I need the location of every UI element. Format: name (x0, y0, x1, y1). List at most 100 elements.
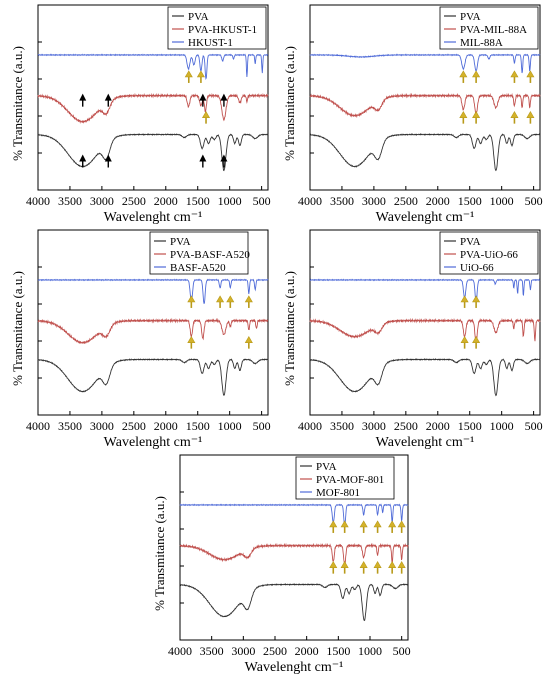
x-tick-label: 500 (525, 419, 543, 433)
pva-spectrum (179, 582, 408, 622)
peak-arrow (472, 336, 481, 349)
pva-spectrum (37, 358, 269, 396)
peak-arrow (340, 561, 349, 574)
peak-arrow (397, 520, 406, 533)
legend-label: PVA (188, 11, 209, 23)
peak-arrow (510, 111, 519, 124)
x-tick-label: 3000 (90, 419, 114, 433)
x-tick-label: 1500 (326, 644, 350, 658)
x-tick-label: 1000 (218, 194, 242, 208)
peak-arrow (460, 336, 469, 349)
plot-frame (309, 229, 541, 416)
peak-arrow (459, 70, 468, 83)
legend-label: PVA (460, 11, 481, 23)
legend-label: PVA-MOF-801 (316, 474, 384, 486)
legend-label: PVA-MIL-88A (460, 24, 527, 36)
peak-arrow-black (104, 154, 112, 168)
x-axis-label: Wavelenght cm⁻¹ (104, 435, 203, 450)
peak-arrow (373, 561, 382, 574)
peak-arrow (340, 520, 349, 533)
x-tick-label: 1500 (186, 194, 210, 208)
pva-spectrum (309, 132, 541, 172)
x-tick-label: 4000 (26, 194, 50, 208)
mof-spectrum (309, 278, 541, 304)
peak-arrow (187, 295, 196, 308)
y-axis-label: % Transmitance (a.u.) (282, 271, 297, 386)
x-tick-label: 2000 (426, 419, 450, 433)
y-axis-label: % Transmitance (a.u.) (282, 46, 297, 161)
peak-arrow-black (79, 154, 87, 168)
peak-arrow (196, 70, 205, 83)
x-tick-label: 4000 (298, 194, 322, 208)
peak-arrow (329, 520, 338, 533)
peak-arrow (244, 295, 253, 308)
x-tick-label: 3500 (58, 194, 82, 208)
x-tick-label: 3500 (58, 419, 82, 433)
x-tick-label: 500 (253, 419, 271, 433)
plot-frame (37, 4, 269, 191)
legend-label: PVA-BASF-A520 (170, 249, 250, 261)
mof-spectrum (309, 53, 541, 74)
chart-panel-4: 4000 3500 3000 2500 2000 1500 1000 500 Wavelengh… (282, 229, 543, 450)
legend-label: PVA-UiO-66 (460, 249, 518, 261)
peak-arrow (329, 561, 338, 574)
legend-label: UiO-66 (460, 262, 494, 274)
peak-arrow-black (220, 154, 228, 168)
mof-spectrum (37, 53, 269, 80)
legend-label: PVA (170, 236, 191, 248)
peak-arrow-black (199, 154, 207, 168)
composite-spectrum (179, 542, 409, 567)
legend-label: PVA-HKUST-1 (188, 24, 257, 36)
x-tick-label: 3500 (200, 644, 224, 658)
x-tick-label: 2500 (394, 419, 418, 433)
pva-spectrum (309, 357, 541, 397)
x-axis-label: Wavelenght cm⁻¹ (245, 660, 344, 675)
x-axis-label: Wavelenght cm⁻¹ (104, 210, 203, 225)
peak-arrow (472, 111, 481, 124)
x-tick-label: 500 (253, 194, 271, 208)
composite-spectrum (309, 92, 541, 119)
y-axis-label: % Transmitance (a.u.) (10, 46, 25, 161)
peak-arrow (388, 561, 397, 574)
chart-panel-1: 4000 3500 3000 2500 2000 1500 1000 500 Wavelengh… (10, 4, 271, 225)
x-tick-label: 4000 (298, 419, 322, 433)
peak-arrow (359, 520, 368, 533)
legend-label: HKUST-1 (188, 37, 233, 49)
x-tick-label: 500 (393, 644, 411, 658)
legend-label: PVA (460, 236, 481, 248)
peak-arrow (359, 561, 368, 574)
x-tick-label: 3500 (330, 419, 354, 433)
x-tick-label: 3500 (330, 194, 354, 208)
peak-arrow (397, 561, 406, 574)
peak-arrow-black (104, 93, 112, 107)
peak-arrow (373, 520, 382, 533)
x-tick-label: 2500 (263, 644, 287, 658)
peak-arrow (202, 111, 211, 124)
x-tick-label: 1500 (186, 419, 210, 433)
composite-spectrum (37, 317, 269, 344)
x-tick-label: 1000 (218, 419, 242, 433)
legend-label: MOF-801 (316, 487, 360, 499)
x-tick-label: 3000 (362, 419, 386, 433)
pva-spectrum (37, 133, 269, 172)
x-tick-label: 3000 (231, 644, 255, 658)
peak-arrow (526, 70, 535, 83)
x-tick-label: 2000 (154, 194, 178, 208)
chart-panel-2: 4000 3500 3000 2500 2000 1500 1000 500 Wavelengh… (282, 4, 543, 225)
y-axis-label: % Transmitance (a.u.) (10, 271, 25, 386)
peak-arrow (459, 111, 468, 124)
x-tick-label: 500 (525, 194, 543, 208)
peak-arrow (526, 111, 535, 124)
plot-frame (37, 229, 269, 416)
peak-arrow (472, 295, 481, 308)
peak-arrow (226, 295, 235, 308)
x-tick-label: 1500 (458, 194, 482, 208)
peak-arrow (388, 520, 397, 533)
peak-arrow-black (199, 93, 207, 107)
x-tick-label: 2500 (122, 419, 146, 433)
legend-label: BASF-A520 (170, 262, 226, 274)
y-axis-label: % Transmitance (a.u.) (152, 496, 167, 611)
x-tick-label: 2000 (154, 419, 178, 433)
